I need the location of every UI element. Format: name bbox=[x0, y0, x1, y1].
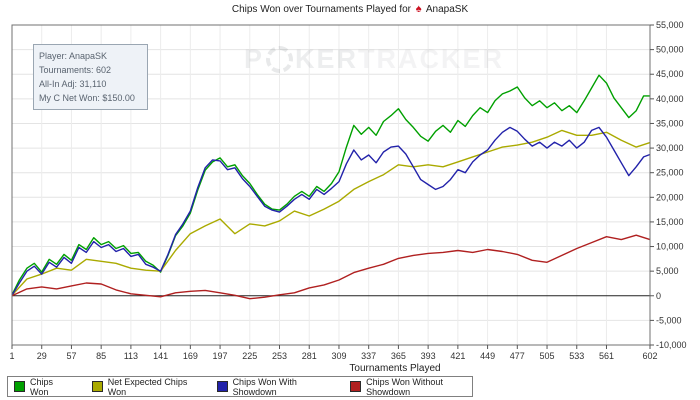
x-tick-label: 449 bbox=[480, 351, 495, 361]
chart-title-player: AnapaSK bbox=[425, 4, 469, 15]
chart-title-text: Chips Won over Tournaments Played for bbox=[231, 4, 412, 15]
x-tick-label: 197 bbox=[213, 351, 228, 361]
legend-item-chips-won-with-showdown: Chips Won With Showdown bbox=[216, 376, 323, 397]
info-player: Player: AnapaSK bbox=[39, 51, 108, 61]
x-tick-label: 169 bbox=[183, 351, 198, 361]
y-tick-label: 40,000 bbox=[656, 94, 684, 104]
series-line-chips-won bbox=[11, 74, 650, 296]
y-tick-label: 15,000 bbox=[656, 217, 684, 227]
x-tick-label: 602 bbox=[642, 351, 657, 361]
y-tick-label: 20,000 bbox=[656, 192, 684, 202]
x-tick-label: 337 bbox=[361, 351, 376, 361]
y-tick-label: 0 bbox=[656, 291, 661, 301]
x-tick-label: 309 bbox=[331, 351, 346, 361]
pokerstars-spade-icon: ♠ bbox=[415, 3, 422, 15]
legend-label-chips-won-without-showdown: Chips Won Without Showdown bbox=[366, 376, 443, 397]
x-tick-label: 365 bbox=[391, 351, 406, 361]
x-tick-label: 253 bbox=[272, 351, 287, 361]
info-net-won: My C Net Won: $150.00 bbox=[39, 93, 135, 103]
x-tick-label: 225 bbox=[242, 351, 257, 361]
y-tick-label: 35,000 bbox=[656, 118, 684, 128]
chart-title: Chips Won over Tournaments Played for ♠ … bbox=[0, 3, 700, 15]
x-tick-label: 533 bbox=[569, 351, 584, 361]
x-tick-label: 477 bbox=[510, 351, 525, 361]
legend-item-chips-won: Chips Won bbox=[14, 377, 64, 397]
plot-border bbox=[11, 24, 651, 346]
x-tick-label: 29 bbox=[37, 351, 47, 361]
y-tick-label: 10,000 bbox=[656, 242, 684, 252]
x-tick-label: 57 bbox=[66, 351, 76, 361]
info-all-in-adj: All-In Adj: 31,110 bbox=[39, 79, 107, 89]
y-tick-label: 45,000 bbox=[656, 69, 684, 79]
x-tick-label: 1 bbox=[9, 351, 14, 361]
y-tick-label: 30,000 bbox=[656, 143, 684, 153]
x-tick-label: 561 bbox=[599, 351, 614, 361]
legend-swatch-chips-won-without-showdown bbox=[350, 381, 362, 392]
y-tick-label: 50,000 bbox=[656, 45, 684, 55]
x-tick-label: 141 bbox=[153, 351, 168, 361]
player-info-box: Player: AnapaSK Tournaments: 602 All-In … bbox=[33, 44, 148, 110]
legend-label-net-expected-chips-won: Net Expected Chips Won bbox=[107, 376, 188, 397]
y-tick-label: 55,000 bbox=[656, 20, 684, 30]
chart-legend: Chips Won Net Expected Chips Won Chips W… bbox=[7, 376, 473, 397]
legend-item-chips-won-without-showdown: Chips Won Without Showdown bbox=[350, 377, 466, 397]
x-tick-label: 421 bbox=[450, 351, 465, 361]
x-tick-label: 393 bbox=[421, 351, 436, 361]
x-axis-title: Tournaments Played bbox=[349, 363, 440, 374]
legend-item-net-expected-chips-won: Net Expected Chips Won bbox=[91, 376, 189, 397]
legend-swatch-chips-won-with-showdown bbox=[216, 381, 228, 392]
x-tick-label: 113 bbox=[124, 351, 138, 361]
legend-label-chips-won: Chips Won bbox=[30, 376, 54, 397]
x-tick-label: 281 bbox=[302, 351, 317, 361]
series-line-chips-won-without-showdown bbox=[11, 234, 651, 300]
info-tournaments: Tournaments: 602 bbox=[39, 65, 112, 75]
x-tick-label: 505 bbox=[540, 351, 555, 361]
y-tick-label: 5,000 bbox=[656, 266, 679, 276]
series-line-net-expected-chips-won bbox=[11, 129, 651, 296]
y-tick-label: 25,000 bbox=[656, 168, 684, 178]
y-tick-label: -5,000 bbox=[656, 315, 682, 325]
legend-label-chips-won-with-showdown: Chips Won With Showdown bbox=[232, 376, 297, 397]
x-tick-label: 85 bbox=[96, 351, 106, 361]
legend-swatch-chips-won bbox=[14, 381, 25, 392]
series-line-chips-won-with-showdown bbox=[11, 126, 651, 296]
legend-swatch-net-expected-chips-won bbox=[91, 381, 103, 392]
y-tick-label: -10,000 bbox=[656, 340, 687, 350]
